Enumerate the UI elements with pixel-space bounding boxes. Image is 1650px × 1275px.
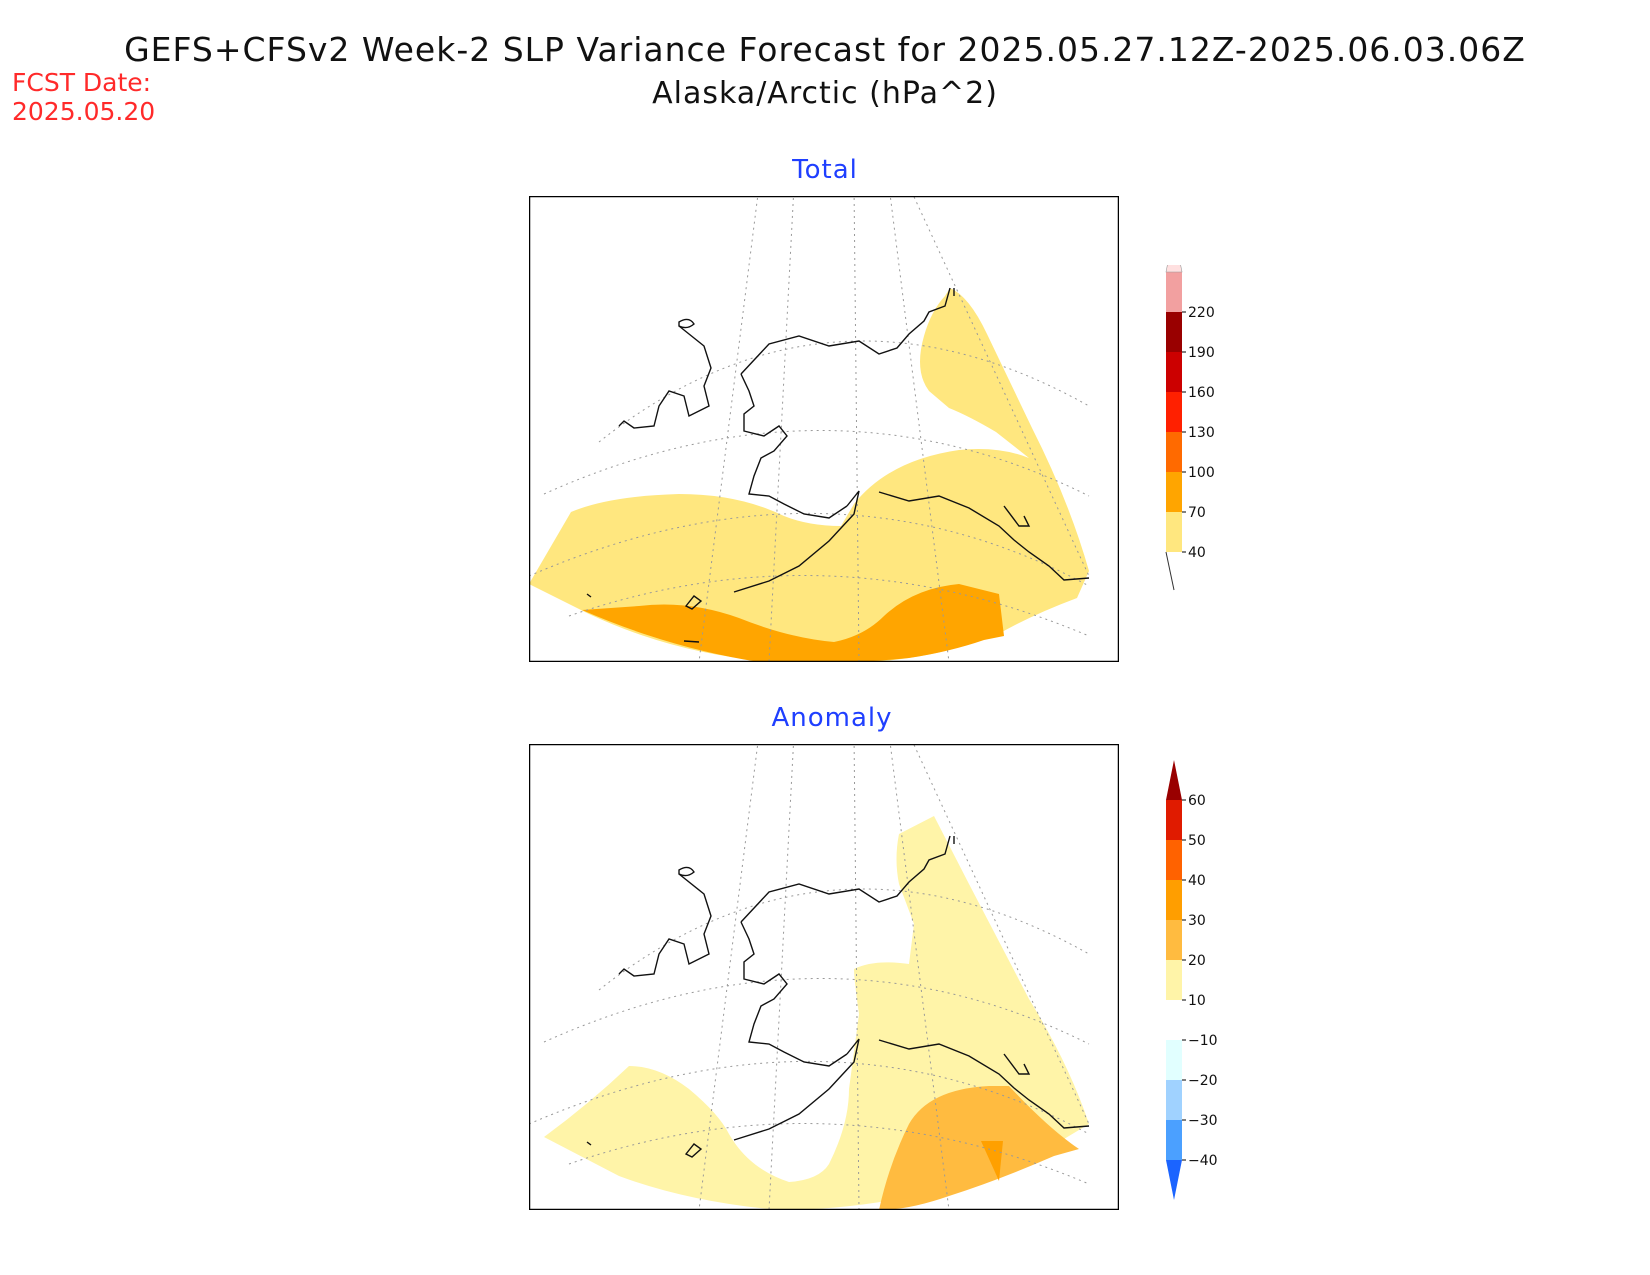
shade-40-70-total [529,288,1089,662]
colorbar-total-swatch [1166,472,1182,512]
shade-30-40-anomaly [981,1141,1003,1181]
colorbar-anomaly: 60 50 40 30 20 10 −10 −20 −30 −40 [1166,760,1218,1200]
forecast-date-label: FCST Date: [12,68,152,97]
colorbar-total-label: 100 [1188,465,1215,481]
colorbar-anomaly-swatch [1166,1000,1182,1040]
shade-20-30-anomaly [879,1086,1079,1210]
colorbar-total-label: 40 [1188,545,1206,561]
colorbar-anomaly-swatch [1166,1040,1182,1080]
colorbar-total-label: 70 [1188,505,1206,521]
colorbar-anomaly-bottom-arrow [1166,1160,1182,1200]
colorbar-anomaly-label: 30 [1188,913,1206,929]
colorbar-anomaly-label: 10 [1188,993,1206,1009]
colorbar-anomaly-label: 50 [1188,833,1206,849]
map-frame-total [529,196,1119,662]
colorbar-total-bottom-arrow [1165,551,1175,591]
colorbar-anomaly-top-arrow [1166,760,1182,800]
colorbar-anomaly-label: 20 [1188,953,1206,969]
graticule-anomaly [529,744,1090,1210]
map-panel-total [529,196,1119,662]
colorbar-total-label: 190 [1188,345,1215,361]
colorbar-total-label: 160 [1188,385,1215,401]
colorbar-anomaly-swatch [1166,880,1182,920]
colorbar-anomaly-label: −10 [1188,1033,1218,1049]
colorbar-anomaly-swatch [1166,1120,1182,1160]
map-frame-anomaly [529,744,1119,1210]
colorbar-total-label: 220 [1188,305,1215,321]
chart-title: GEFS+CFSv2 Week-2 SLP Variance Forecast … [124,30,1526,69]
chart-subtitle: Alaska/Arctic (hPa^2) [652,76,998,111]
colorbar-anomaly-label: 60 [1188,793,1206,809]
colorbar-total-swatch [1166,432,1182,472]
colorbar-anomaly-swatch [1166,920,1182,960]
colorbar-total-top-arrow [1165,265,1183,273]
colorbar-anomaly-swatch [1166,960,1182,1000]
panel-title-total: Total [792,155,858,185]
panel-title-anomaly: Anomaly [771,703,893,733]
colorbar-total-swatch [1166,352,1182,392]
colorbar-anomaly-swatch [1166,800,1182,840]
colorbar-anomaly-label: −30 [1188,1113,1218,1129]
colorbar-total-swatch [1166,512,1182,552]
graticule-total [529,196,1090,662]
colorbar-total-swatch [1166,272,1182,312]
forecast-date-block: FCST Date: 2025.05.20 [12,68,155,126]
colorbar-total: 40 70 100 130 160 190 220 [1165,265,1215,591]
colorbar-total-swatch [1166,392,1182,432]
colorbar-anomaly-swatch [1166,1080,1182,1120]
map-panel-anomaly [529,744,1119,1210]
colorbar-total-swatch [1166,312,1182,352]
colorbar-anomaly-swatch [1166,840,1182,880]
colorbar-total-label: 130 [1188,425,1215,441]
colorbar-anomaly-label: 40 [1188,873,1206,889]
forecast-date-value: 2025.05.20 [12,97,156,126]
colorbar-anomaly-label: −20 [1188,1073,1218,1089]
coastline-total [586,287,1090,643]
colorbar-anomaly-label: −40 [1188,1153,1218,1169]
coastline-anomaly [586,835,1090,1158]
shade-70-100-total [582,584,1004,662]
